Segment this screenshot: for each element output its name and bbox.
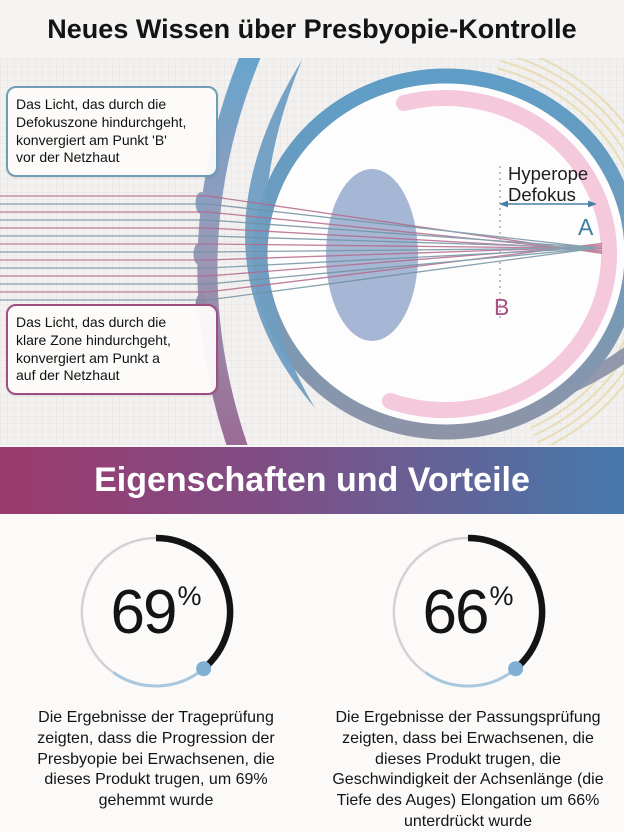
eyeball-sclera xyxy=(252,68,624,440)
callout-clear-zone: Das Licht, das durch die klare Zone hind… xyxy=(6,304,218,396)
donut-track-light xyxy=(80,536,157,674)
donut-track-light xyxy=(392,536,469,674)
donut-69: 69% xyxy=(76,532,236,692)
stat-66-description: Die Ergebnisse der Passungsprüfung zeigt… xyxy=(332,709,604,830)
banner-title: Eigenschaften und Vorteile xyxy=(94,461,530,499)
donut-69-graphic xyxy=(80,534,234,688)
donut-69-number: 69% xyxy=(76,532,236,692)
donut-track-blue xyxy=(112,667,205,688)
stats-section: 69% Die Ergebnisse der Trageprüfung zeig… xyxy=(0,514,624,832)
contact-lens-band xyxy=(197,58,261,445)
hyperope-defokus-label-line1: Hyperope xyxy=(508,163,588,184)
point-b-label: B xyxy=(494,294,509,320)
callout-defocus-zone: Das Licht, das durch die Defokuszone hin… xyxy=(6,86,218,178)
stat-value: 66 xyxy=(422,577,490,647)
page-title: Neues Wissen über Presbyopie-Kontrolle xyxy=(47,13,577,44)
stat-wear-test: 69% Die Ergebnisse der Trageprüfung zeig… xyxy=(0,514,312,832)
donut-progress-arc xyxy=(467,534,546,672)
stat-fitting-test: 66% Die Ergebnisse der Passungsprüfung z… xyxy=(312,514,624,832)
stat-value: 69 xyxy=(110,577,178,647)
eye-diagram-section: Hyperope Defokus A B Das Licht, das durc… xyxy=(0,58,624,445)
donut-66-graphic xyxy=(392,534,546,688)
donut-progress-arc xyxy=(155,534,234,672)
eye-diagram-graphic: Hyperope Defokus A B xyxy=(0,58,624,445)
hyperope-defokus-label-line2: Defokus xyxy=(508,184,576,205)
donut-66-number: 66% xyxy=(388,532,548,692)
title-bar: Neues Wissen über Presbyopie-Kontrolle xyxy=(0,0,624,58)
stat-unit: % xyxy=(489,580,514,611)
defocus-distance-arrow xyxy=(499,200,597,208)
donut-track-blue xyxy=(424,667,517,688)
cornea xyxy=(245,60,315,408)
section-banner: Eigenschaften und Vorteile xyxy=(0,445,624,514)
clear-zone-rays xyxy=(0,203,599,301)
donut-dot xyxy=(508,661,524,677)
point-a-label: A xyxy=(578,214,594,240)
donut-66: 66% xyxy=(388,532,548,692)
stat-69-description: Die Ergebnisse der Trageprüfung zeigten,… xyxy=(37,709,275,810)
retina-lining xyxy=(382,90,617,419)
stat-unit: % xyxy=(177,580,202,611)
donut-dot xyxy=(196,661,212,677)
light-rays xyxy=(0,195,603,301)
